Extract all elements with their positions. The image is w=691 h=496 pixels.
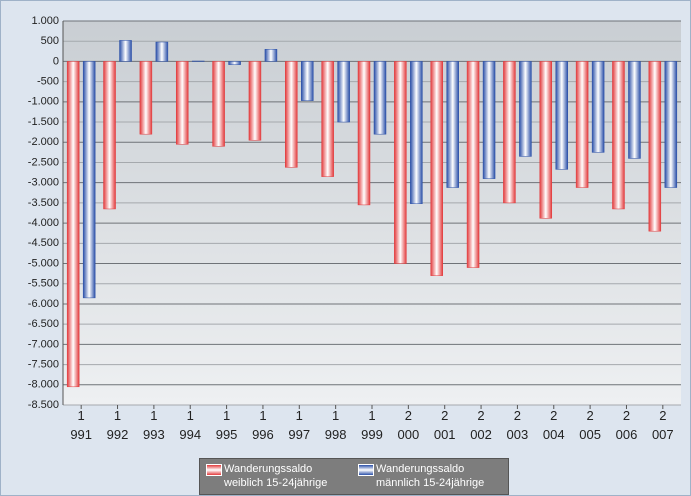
x-tick-label: 1 994 — [179, 408, 202, 442]
bar — [519, 61, 532, 157]
y-tick-label: -2.000 — [28, 136, 59, 148]
y-tick-label: 0 — [53, 55, 59, 67]
y-tick-label: -6.000 — [28, 298, 59, 310]
bar — [664, 61, 678, 188]
x-tick-label: 1 999 — [361, 408, 383, 442]
bar — [430, 61, 443, 276]
y-tick-label: -3.000 — [28, 177, 59, 189]
bar — [155, 41, 169, 62]
x-tick-label: 2 002 — [470, 408, 492, 442]
bar — [357, 61, 371, 206]
bar — [82, 61, 96, 299]
bar — [373, 61, 387, 135]
legend-label: Wanderungssaldo weiblich 15-24jährige — [224, 463, 328, 489]
x-tick-label: 1 993 — [143, 408, 165, 442]
bar — [539, 61, 553, 219]
bar — [301, 61, 314, 101]
y-tick-label: -4.000 — [28, 217, 59, 229]
x-tick-label: 1 997 — [288, 408, 311, 442]
bar — [248, 61, 262, 141]
x-tick-label: 1 992 — [106, 408, 129, 442]
y-tick-label: -500 — [37, 76, 59, 88]
y-tick-label: -5.000 — [28, 257, 59, 269]
y-tick-label: -7.000 — [28, 338, 59, 350]
legend-swatch — [206, 464, 222, 476]
bar — [285, 61, 298, 168]
y-tick-label: -7.500 — [28, 358, 59, 370]
y-tick-label: -4.500 — [28, 237, 59, 249]
legend-swatch — [358, 464, 374, 476]
x-tick-label: 1 998 — [324, 408, 347, 442]
bar — [628, 61, 641, 159]
bar — [591, 61, 605, 153]
y-tick-label: -6.500 — [28, 318, 59, 330]
legend-label: Wanderungssaldo männlich 15-24jährige — [376, 463, 485, 489]
y-tick-label: -8.500 — [28, 399, 59, 411]
y-tick-label: 500 — [41, 35, 59, 47]
x-tick-label: 2 001 — [433, 408, 456, 442]
bar — [139, 61, 153, 135]
bar — [555, 61, 569, 170]
bar — [575, 61, 589, 188]
x-tick-label: 2 006 — [615, 408, 638, 442]
bar — [410, 61, 423, 204]
bar — [119, 40, 132, 62]
y-tick-label: -5.500 — [28, 278, 59, 290]
bar — [66, 61, 80, 388]
x-tick-label: 2 007 — [651, 408, 674, 442]
x-tick-label: 1 991 — [70, 408, 93, 442]
x-tick-label: 2 004 — [542, 408, 565, 442]
bar — [612, 61, 625, 210]
y-tick-label: -1.000 — [28, 96, 59, 108]
bar — [337, 61, 350, 123]
bar — [394, 61, 407, 264]
y-tick-label: -2.500 — [28, 156, 59, 168]
bar — [466, 61, 480, 268]
bar — [103, 61, 116, 210]
bar — [648, 61, 662, 232]
bar — [503, 61, 516, 204]
y-tick-label: -3.500 — [28, 197, 59, 209]
bar — [264, 49, 278, 62]
x-tick-label: 1 996 — [252, 408, 274, 442]
bar — [212, 61, 225, 147]
x-tick-label: 2 003 — [506, 408, 529, 442]
x-tick-label: 2 000 — [397, 408, 420, 442]
x-tick-label: 2 005 — [579, 408, 601, 442]
bar — [228, 61, 241, 65]
bar — [321, 61, 334, 177]
bar — [175, 61, 189, 145]
x-tick-label: 1 995 — [215, 408, 238, 442]
y-tick-label: -8.000 — [28, 379, 59, 391]
y-tick-label: -1.500 — [28, 116, 59, 128]
legend: Wanderungssaldo weiblich 15-24jährige Wan… — [199, 458, 509, 495]
bar — [482, 61, 496, 179]
y-tick-label: 1.000 — [31, 15, 59, 27]
bar — [446, 61, 459, 188]
